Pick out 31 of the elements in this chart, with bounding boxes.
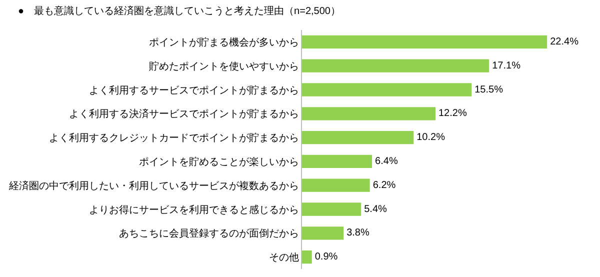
bar [302, 35, 548, 49]
bar [302, 130, 414, 144]
y-tick-label: よく利用するクレジットカードでポイントが貯まるから [49, 132, 299, 144]
bar [302, 154, 372, 168]
y-tick-label: あちこちに会員登録するのが面倒だから [119, 228, 299, 240]
data-label: 12.2% [438, 108, 467, 120]
data-label: 22.4% [550, 36, 579, 48]
data-label: 6.4% [375, 156, 398, 167]
y-tick-label: ポイントが貯まる機会が多いから [149, 36, 299, 48]
bar [302, 83, 472, 96]
y-tick-label: その他 [269, 252, 299, 264]
bar [302, 178, 370, 192]
y-tick-label: よりお得にサービスを利用できると感じるから [89, 204, 299, 216]
data-label: 6.2% [372, 180, 396, 191]
y-tick-label: 貯めたポイントを使いやすいから [149, 60, 299, 72]
data-label: 15.5% [474, 84, 504, 96]
text: ● 最も意識している経済圏を意識していこうと考えた理由（n=2,500） [18, 4, 340, 17]
y-tick-label: ポイントを貯めることが楽しいから [139, 156, 299, 168]
bar [302, 226, 344, 240]
bar [302, 59, 490, 72]
data-label: 17.1% [492, 60, 521, 72]
data-label: 0.9% [314, 252, 338, 263]
bar [302, 250, 312, 264]
y-tick-label: よく利用するサービスでポイントが貯まるから [89, 84, 299, 96]
bar [302, 107, 436, 120]
data-label: 5.4% [364, 204, 387, 215]
bar [302, 202, 362, 216]
y-tick-label: 経済圏の中で利用したい・利用しているサービスが複数あるから [8, 180, 299, 192]
data-label: 10.2% [416, 132, 446, 144]
y-tick-label: よく利用する決済サービスでポイントが貯まるから [69, 108, 299, 120]
data-label: 3.8% [346, 228, 370, 239]
